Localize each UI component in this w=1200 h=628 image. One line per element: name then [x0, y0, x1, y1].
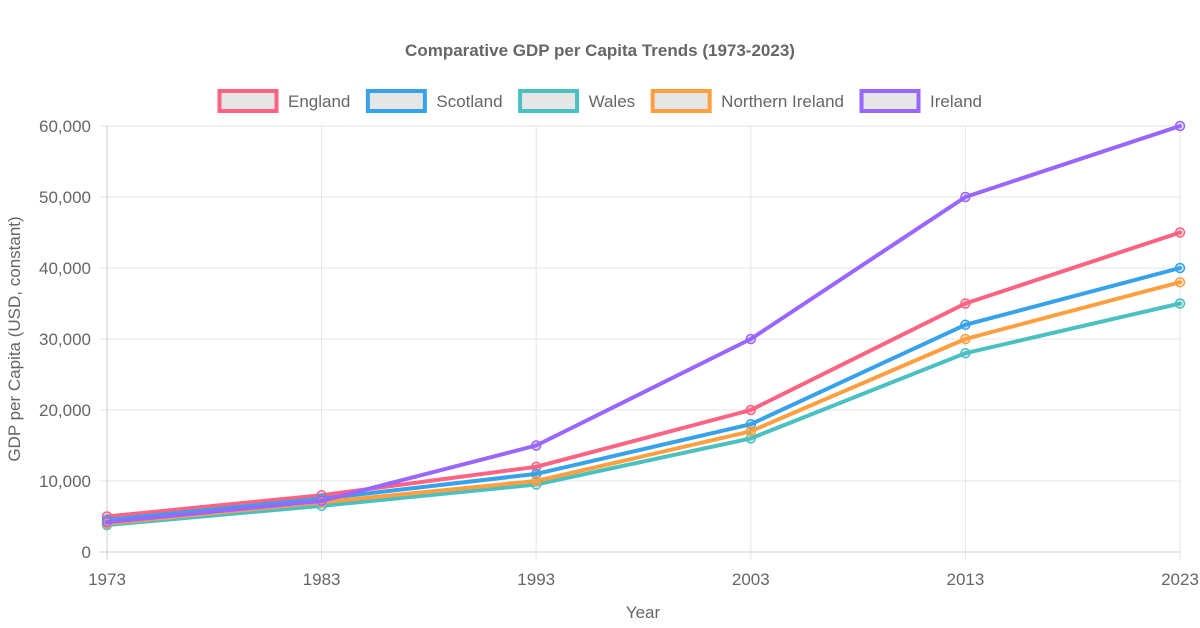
legend-swatch: [859, 89, 921, 113]
x-tick-label: 1983: [303, 570, 341, 589]
data-point[interactable]: [530, 468, 542, 480]
legend-swatch: [365, 89, 427, 113]
data-point[interactable]: [530, 440, 542, 451]
data-point[interactable]: [745, 433, 757, 444]
data-point[interactable]: [1174, 120, 1186, 132]
data-point[interactable]: [745, 333, 757, 345]
y-tick-label: 50,000: [39, 188, 91, 207]
legend-item-england[interactable]: England: [217, 89, 351, 113]
series-line: [105, 301, 1182, 528]
data-point[interactable]: [960, 347, 971, 359]
legend-swatch: [217, 89, 279, 113]
chart-title: Comparative GDP per Capita Trends (1973-…: [405, 41, 795, 60]
data-point[interactable]: [745, 426, 757, 437]
y-tick-label: 20,000: [39, 401, 91, 420]
x-tick-label: 2003: [732, 570, 770, 589]
legend-label: England: [288, 92, 350, 111]
data-point[interactable]: [1174, 227, 1186, 238]
legend-label: Wales: [589, 92, 636, 111]
legend: England Scotland Wales Northern Ireland Irel…: [217, 89, 982, 113]
data-point[interactable]: [1174, 262, 1186, 274]
data-point[interactable]: [745, 404, 757, 416]
series-line: [105, 230, 1182, 519]
y-tick-label: 60,000: [39, 117, 91, 136]
y-axis-title: GDP per Capita (USD, constant): [5, 216, 24, 461]
data-point[interactable]: [960, 298, 971, 309]
y-tick-label: 10,000: [39, 472, 91, 491]
series-england: [101, 227, 1186, 522]
data-point[interactable]: [960, 191, 971, 203]
series-wales: [101, 298, 1186, 531]
y-tick-label: 30,000: [39, 330, 91, 349]
y-tick-label: 40,000: [39, 259, 91, 278]
legend-label: Scotland: [436, 92, 502, 111]
x-tick-label: 2013: [946, 570, 984, 589]
data-point[interactable]: [530, 475, 542, 487]
data-point[interactable]: [745, 418, 757, 430]
axes: 0 10,000 20,000 30,000 40,000 50,000 60,000 197…: [39, 117, 1199, 589]
x-tick-label: 1993: [517, 570, 555, 589]
series-line: [105, 124, 1182, 525]
data-point[interactable]: [1174, 276, 1186, 288]
data-point[interactable]: [1174, 298, 1186, 309]
data-point[interactable]: [316, 495, 327, 507]
y-tick-label: 0: [82, 543, 91, 562]
series-line: [105, 266, 1182, 523]
legend-item-wales[interactable]: Wales: [518, 89, 636, 113]
legend-swatch: [518, 89, 580, 113]
series-northern-ireland: [101, 276, 1186, 529]
data-point[interactable]: [530, 461, 542, 473]
legend-label: Northern Ireland: [721, 92, 844, 111]
series-lines: [101, 120, 1186, 531]
series-line: [105, 280, 1182, 526]
x-tick-label: 2023: [1161, 570, 1199, 589]
data-point[interactable]: [960, 319, 971, 331]
x-tick-label: 1973: [88, 570, 126, 589]
legend-label: Ireland: [930, 92, 982, 111]
data-point[interactable]: [960, 333, 971, 345]
series-ireland: [101, 120, 1186, 528]
legend-item-ireland[interactable]: Ireland: [859, 89, 982, 113]
data-point[interactable]: [101, 516, 113, 528]
legend-item-northern-ireland[interactable]: Northern Ireland: [650, 89, 844, 113]
legend-item-scotland[interactable]: Scotland: [365, 89, 503, 113]
x-axis-title: Year: [626, 603, 661, 622]
legend-swatch: [650, 89, 712, 113]
